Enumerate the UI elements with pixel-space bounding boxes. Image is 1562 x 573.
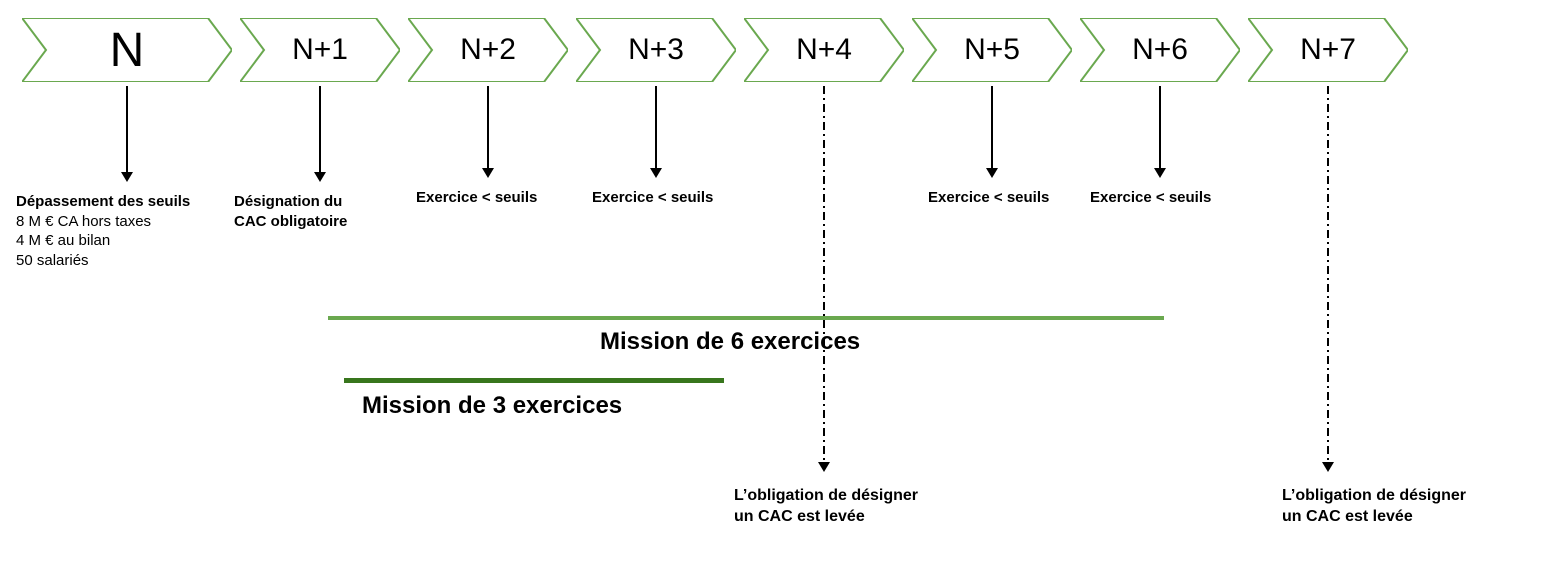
annotation-line: un CAC est levée — [734, 507, 918, 528]
chevron-n2: N+2 — [408, 18, 568, 82]
diagram-canvas: N N+1 N+2 N+3 N+4 N+5 N+6 N+7 Dépassement des se… — [0, 0, 1562, 573]
annotation-line: L’obligation de désigner — [734, 486, 918, 507]
annotation-a-n3: Exercice < seuils — [592, 188, 713, 208]
annotation-line: 50 salariés — [16, 251, 190, 271]
chevron-label-n: N — [110, 23, 145, 78]
annotation-line: Désignation du — [234, 192, 347, 212]
annotation-line: Exercice < seuils — [592, 188, 713, 208]
chevron-n7: N+7 — [1248, 18, 1408, 82]
annotation-line: 8 M € CA hors taxes — [16, 212, 190, 232]
bar-label-mission6: Mission de 6 exercices — [600, 328, 860, 356]
chevron-label-n5: N+5 — [964, 33, 1020, 67]
chevron-label-n3: N+3 — [628, 33, 684, 67]
chevron-label-n6: N+6 — [1132, 33, 1188, 67]
chevron-label-n4: N+4 — [796, 33, 852, 67]
annotation-line: Exercice < seuils — [928, 188, 1049, 208]
annotation-a-n: Dépassement des seuils8 M € CA hors taxe… — [16, 192, 190, 270]
annotation-line: 4 M € au bilan — [16, 231, 190, 251]
annotation-line: L’obligation de désigner — [1282, 486, 1466, 507]
annotation-line: Dépassement des seuils — [16, 192, 190, 212]
annotation-a-n5: Exercice < seuils — [928, 188, 1049, 208]
annotation-a-n6: Exercice < seuils — [1090, 188, 1211, 208]
bar-label-mission3: Mission de 3 exercices — [362, 392, 622, 420]
bar-mission6 — [328, 316, 1164, 320]
bar-mission3 — [344, 378, 724, 383]
chevron-n5: N+5 — [912, 18, 1072, 82]
chevron-n3: N+3 — [576, 18, 736, 82]
chevron-n1: N+1 — [240, 18, 400, 82]
annotation-line: Exercice < seuils — [416, 188, 537, 208]
annotation-a-n7: L’obligation de désignerun CAC est levée — [1282, 486, 1466, 528]
chevron-label-n7: N+7 — [1300, 33, 1356, 67]
chevron-label-n1: N+1 — [292, 33, 348, 67]
annotation-a-n2: Exercice < seuils — [416, 188, 537, 208]
chevron-n4: N+4 — [744, 18, 904, 82]
annotation-line: un CAC est levée — [1282, 507, 1466, 528]
annotation-a-n1: Désignation duCAC obligatoire — [234, 192, 347, 231]
chevron-n: N — [22, 18, 232, 82]
chevron-n6: N+6 — [1080, 18, 1240, 82]
annotation-line: Exercice < seuils — [1090, 188, 1211, 208]
chevron-label-n2: N+2 — [460, 33, 516, 67]
annotation-line: CAC obligatoire — [234, 212, 347, 232]
annotation-a-n4: L’obligation de désignerun CAC est levée — [734, 486, 918, 528]
